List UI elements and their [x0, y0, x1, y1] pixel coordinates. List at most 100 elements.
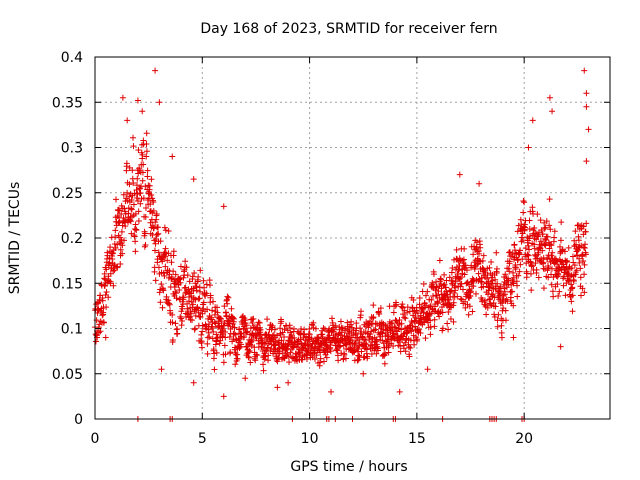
data-point	[400, 311, 407, 318]
y-tick-label: 0	[74, 412, 83, 428]
data-point	[202, 292, 209, 299]
data-point	[147, 219, 154, 226]
data-point	[224, 293, 231, 300]
data-point	[457, 295, 464, 302]
data-point	[399, 336, 406, 343]
data-point	[203, 281, 210, 288]
data-point	[199, 322, 206, 329]
data-point	[525, 252, 532, 259]
data-point	[204, 350, 211, 357]
data-point	[268, 341, 275, 348]
data-point	[483, 311, 490, 318]
data-point	[381, 360, 388, 367]
data-point	[585, 126, 592, 133]
data-point	[103, 288, 110, 295]
data-point	[476, 250, 483, 257]
data-point	[436, 313, 443, 320]
data-point	[534, 233, 541, 240]
data-point	[402, 348, 409, 355]
axis-ticks	[94, 56, 610, 420]
data-point	[464, 267, 471, 274]
data-point	[116, 219, 123, 226]
data-point	[166, 300, 173, 307]
data-point	[111, 267, 118, 274]
data-point	[544, 233, 551, 240]
data-point	[190, 176, 197, 183]
data-point	[431, 323, 438, 330]
data-point	[525, 144, 532, 151]
data-point	[509, 251, 516, 258]
data-point	[529, 117, 536, 124]
data-point	[527, 270, 534, 277]
data-point	[287, 349, 294, 356]
data-point	[488, 274, 495, 281]
data-point	[514, 293, 521, 300]
data-point	[348, 318, 355, 325]
data-point	[568, 298, 575, 305]
data-point	[569, 292, 576, 299]
data-point	[393, 301, 400, 308]
data-point	[198, 331, 205, 338]
data-point	[269, 335, 276, 342]
data-point	[557, 243, 564, 250]
data-point	[533, 266, 540, 273]
data-point	[103, 266, 110, 273]
data-point	[124, 197, 131, 204]
data-point	[165, 297, 172, 304]
data-point	[514, 282, 521, 289]
data-point	[524, 251, 531, 258]
data-point	[372, 326, 379, 333]
data-point	[574, 247, 581, 254]
x-tick-labels: 0 5 10 15 20	[91, 431, 534, 447]
data-point	[281, 334, 288, 341]
data-point	[281, 326, 288, 333]
data-point	[139, 108, 146, 115]
data-point	[206, 282, 213, 289]
data-point	[506, 249, 513, 256]
data-point	[222, 329, 229, 336]
data-point	[114, 264, 121, 271]
data-point	[531, 245, 538, 252]
data-point	[102, 334, 109, 341]
data-point	[206, 333, 213, 340]
data-point	[450, 318, 457, 325]
data-point	[367, 342, 374, 349]
data-point	[358, 308, 365, 315]
data-point	[397, 343, 404, 350]
data-point	[221, 342, 228, 349]
data-point	[531, 225, 538, 232]
data-point	[316, 359, 323, 366]
data-point	[556, 288, 563, 295]
data-point	[143, 130, 150, 137]
data-point	[450, 299, 457, 306]
data-point	[100, 309, 107, 316]
data-point	[324, 343, 331, 350]
data-point	[431, 316, 438, 323]
data-point	[540, 265, 547, 272]
data-point	[247, 359, 254, 366]
data-point	[160, 270, 167, 277]
data-point	[135, 208, 142, 215]
data-point	[491, 314, 498, 321]
data-point	[303, 333, 310, 340]
data-point	[395, 325, 402, 332]
data-point	[112, 244, 119, 251]
data-point	[498, 322, 505, 329]
data-point	[424, 366, 431, 373]
data-point	[176, 287, 183, 294]
data-point	[121, 208, 128, 215]
data-point	[355, 345, 362, 352]
data-point	[582, 228, 589, 235]
data-point	[128, 230, 135, 237]
data-point	[157, 238, 164, 245]
data-point	[216, 315, 223, 322]
data-point	[310, 319, 317, 326]
data-point	[573, 267, 580, 274]
data-point	[162, 227, 169, 234]
data-point	[354, 357, 361, 364]
data-point	[363, 346, 370, 353]
data-point	[455, 267, 462, 274]
data-point	[342, 355, 349, 362]
data-point	[545, 264, 552, 271]
data-point	[439, 325, 446, 332]
